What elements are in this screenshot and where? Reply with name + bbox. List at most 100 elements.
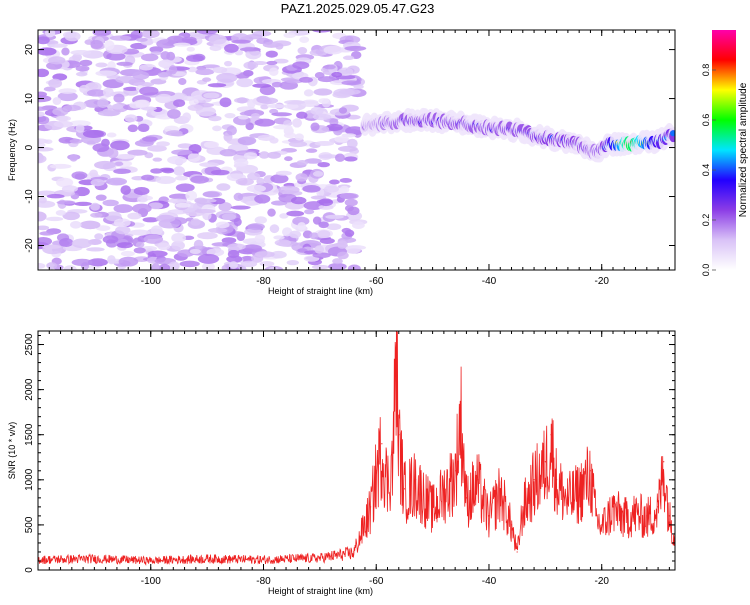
noise-blob [299, 36, 310, 44]
noise-blob [256, 177, 265, 185]
snr-point [262, 558, 265, 560]
noise-blob [92, 143, 110, 153]
noise-blob [325, 214, 344, 219]
noise-blob [61, 185, 78, 193]
snr-point [488, 515, 490, 517]
noise-blob [297, 222, 307, 231]
noise-blob [173, 99, 186, 107]
noise-blob [234, 158, 249, 167]
snr-plot [38, 331, 675, 566]
noise-blob [129, 229, 151, 236]
noise-blob [90, 39, 104, 49]
noise-blob [202, 77, 212, 82]
x-tick-label: -100 [141, 276, 161, 287]
noise-blob [185, 190, 198, 201]
noise-blob [168, 65, 178, 75]
x-tick-label: -100 [141, 576, 161, 587]
noise-blob [342, 55, 355, 61]
snr-point [550, 434, 552, 436]
noise-blob [353, 84, 364, 90]
noise-blob [92, 30, 112, 37]
y-axis-label: SNR (10 * v/v) [7, 422, 17, 480]
noise-blob [70, 50, 92, 56]
noise-blob [318, 154, 340, 159]
noise-blob [182, 112, 192, 122]
noise-blob [209, 44, 222, 52]
noise-blob [229, 261, 238, 269]
noise-blob [155, 93, 173, 104]
noise-blob [275, 42, 284, 50]
noise-blob [181, 36, 197, 43]
noise-blob [219, 97, 232, 108]
noise-blob [147, 250, 168, 258]
noise-blob [247, 98, 256, 109]
noise-blob [150, 225, 163, 236]
noise-blob [151, 263, 161, 270]
noise-blob [190, 175, 210, 184]
noise-blob [90, 212, 103, 218]
snr-point [93, 557, 95, 559]
noise-blob [224, 113, 236, 119]
colorbar-tick-label: 0.2 [701, 214, 711, 227]
noise-blob [312, 113, 332, 121]
noise-blob [155, 214, 176, 223]
noise-blob [309, 232, 319, 240]
y-tick-label: 20 [24, 44, 35, 56]
noise-blob [118, 256, 139, 267]
noise-blob [120, 250, 135, 257]
snr-point [443, 488, 445, 490]
noise-blob [286, 210, 305, 217]
noise-blob [157, 242, 171, 251]
noise-blob [258, 151, 270, 159]
noise-blob [233, 218, 242, 226]
noise-blob [82, 129, 105, 138]
noise-blob [347, 264, 361, 270]
noise-blob [212, 125, 222, 132]
noise-blob [175, 202, 191, 208]
noise-blob [317, 230, 331, 238]
noise-blob [44, 30, 56, 38]
noise-blob [74, 201, 93, 207]
noise-blob [216, 183, 231, 191]
noise-blob [52, 97, 62, 106]
noise-blob [337, 251, 349, 260]
noise-blob [270, 174, 289, 184]
colorbar-tick-label: 0.0 [701, 264, 711, 277]
snr-point [206, 557, 208, 559]
noise-blob [70, 220, 82, 229]
noise-blob [95, 70, 117, 77]
noise-blob [334, 136, 350, 143]
noise-blob [71, 171, 88, 180]
noise-blob [48, 78, 63, 89]
noise-blob [115, 75, 137, 84]
noise-blob [310, 195, 327, 200]
noise-blob [240, 260, 258, 268]
snr-point [460, 407, 462, 409]
noise-blob [167, 155, 187, 165]
noise-blob [111, 103, 123, 110]
noise-blob [183, 95, 195, 101]
noise-blob [289, 230, 302, 239]
spectrogram-plot [38, 30, 675, 270]
noise-blob [303, 89, 314, 97]
noise-blob [166, 130, 183, 137]
noise-blob [292, 216, 310, 226]
noise-blob [310, 106, 324, 116]
noise-blob [46, 194, 65, 199]
noise-blob [95, 225, 111, 232]
noise-blob [247, 223, 265, 231]
noise-blob [69, 154, 78, 162]
noise-blob [113, 218, 131, 228]
noise-blob [186, 46, 195, 52]
noise-blob [254, 118, 276, 127]
noise-blob [127, 124, 138, 133]
snr-point [634, 510, 637, 512]
y-tick-label: 0 [24, 567, 35, 573]
noise-blob [216, 72, 238, 83]
noise-blob [207, 83, 227, 88]
noise-blob [109, 35, 132, 41]
noise-blob [252, 83, 272, 88]
noise-blob [52, 107, 69, 116]
noise-blob [273, 58, 289, 64]
noise-blob [288, 141, 308, 148]
